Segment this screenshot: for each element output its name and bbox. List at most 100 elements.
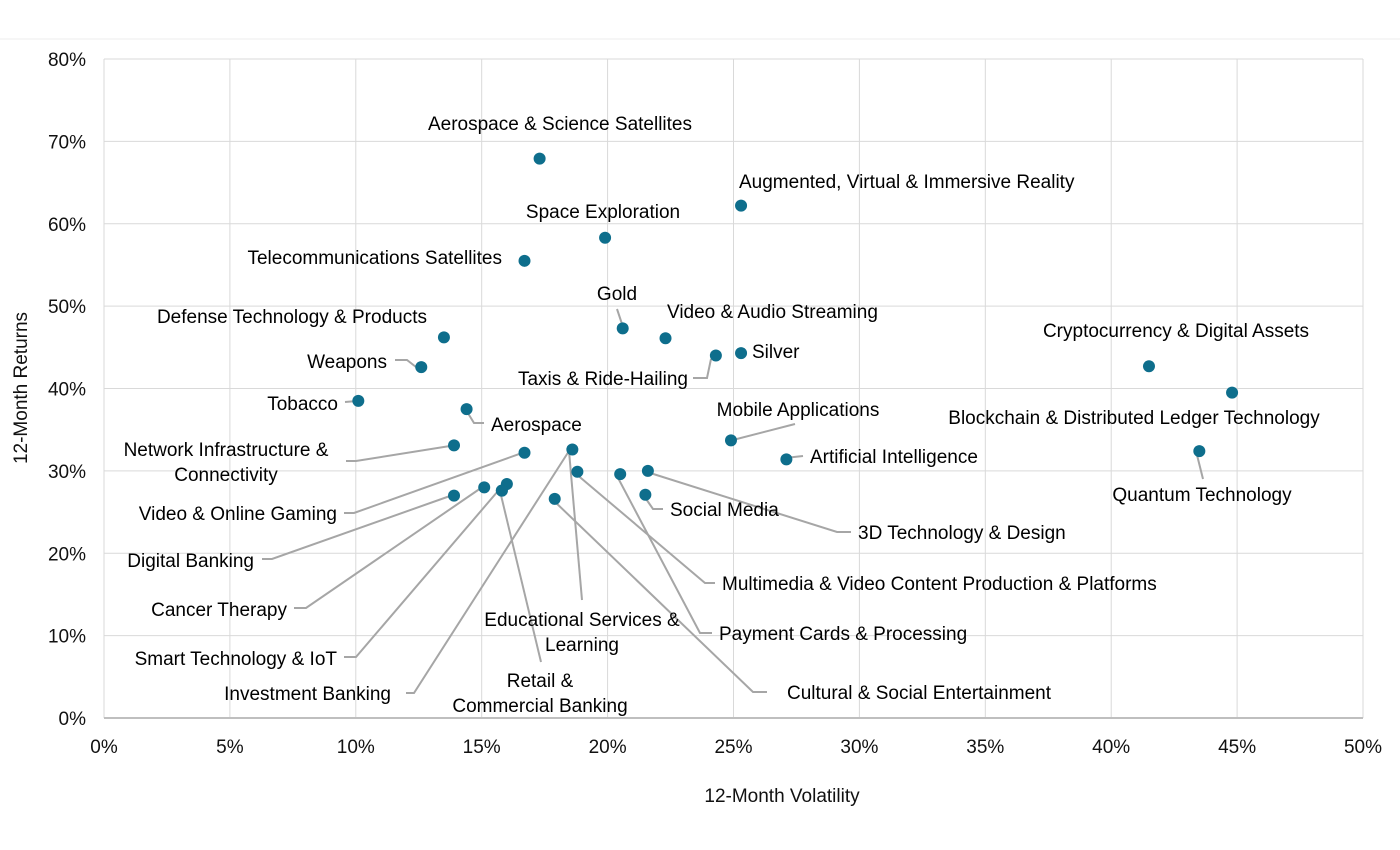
label-retail-and-commercial-banking: Commercial Banking [452,696,627,717]
grid-lines [104,58,1364,718]
point-space-exploration [599,231,612,244]
label-social-media: Social Media [670,500,779,521]
point-social-media [639,488,652,501]
x-tick-label: 5% [216,737,244,758]
y-tick-label: 50% [48,297,86,318]
point-blockchain-and-distributed-ledger-technology [1226,386,1239,399]
x-axis-title: 12-Month Volatility [704,786,860,807]
leader-line [262,495,451,560]
point-telecommunications-satellites [518,254,531,267]
data-points [352,152,1239,505]
label-taxis-and-ride-hailing: Taxis & Ride-Hailing [518,369,688,390]
x-tick-label: 35% [966,737,1004,758]
y-tick-label: 30% [48,462,86,483]
point-cancer-therapy [478,481,491,494]
label-multimedia-and-video-content-production-and-platforms: Multimedia & Video Content Production & … [722,574,1157,595]
label-cryptocurrency-and-digital-assets: Cryptocurrency & Digital Assets [1043,321,1309,342]
label-educational-services-and-learning: Educational Services & [484,610,680,631]
leader-line [395,359,417,368]
label-mobile-applications: Mobile Applications [717,400,880,421]
y-tick-label: 0% [59,709,87,730]
point-gold [616,322,629,335]
x-tick-label: 40% [1092,737,1130,758]
point-cultural-and-social-entertainment [548,492,561,505]
point-aerospace-and-science-satellites [533,152,546,165]
point-3d-technology-and-design [641,464,654,477]
point-payment-cards-and-processing [614,468,627,481]
label-smart-technology-and-iot: Smart Technology & IoT [135,649,338,670]
label-aerospace: Aerospace [491,415,582,436]
label-telecommunications-satellites: Telecommunications Satellites [247,248,502,269]
point-tobacco [352,394,365,407]
label-silver: Silver [752,342,800,363]
label-blockchain-and-distributed-ledger-technology: Blockchain & Distributed Ledger Technolo… [948,408,1320,429]
y-tick-label: 70% [48,132,86,153]
leader-line [499,490,542,663]
label-aerospace-and-science-satellites: Aerospace & Science Satellites [428,114,692,135]
label-quantum-technology: Quantum Technology [1112,485,1292,506]
label-video-and-audio-streaming: Video & Audio Streaming [667,302,878,323]
leader-line [346,445,451,462]
label-cancer-therapy: Cancer Therapy [151,600,287,621]
label-retail-and-commercial-banking: Retail & [507,671,574,692]
x-tick-label: 45% [1218,737,1256,758]
leader-line [616,308,623,325]
y-axis-title: 12-Month Returns [11,312,32,464]
label-space-exploration: Space Exploration [526,202,680,223]
leader-line [728,423,796,442]
label-artificial-intelligence: Artificial Intelligence [810,447,978,468]
label-tobacco: Tobacco [267,394,338,415]
leader-line [568,450,583,601]
axes: 0% 5% 10% 15% 20% 25% 30% 35% 40% 45% 50% 0% 10% 20% 3… [48,50,1382,758]
point-network-infrastructure-and-connectivity [448,439,461,452]
point-educational-services-and-learning [566,443,579,456]
leader-line [344,490,499,658]
leader-line [551,498,767,693]
y-tick-label: 60% [48,215,86,236]
point-investment-banking [495,484,508,497]
leader-line [344,452,523,514]
x-tick-label: 10% [337,737,375,758]
point-artificial-intelligence [780,453,793,466]
label-augmented-virtual-and-immersive-reality: Augmented, Virtual & Immersive Reality [739,172,1075,193]
y-tick-label: 80% [48,50,86,71]
leader-line [693,358,712,379]
point-taxis-and-ride-hailing [709,349,722,362]
x-tick-label: 30% [840,737,878,758]
leader-line [574,472,715,584]
point-weapons [415,361,428,374]
point-augmented-virtual-and-immersive-reality [735,199,748,212]
leader-line [616,475,712,634]
label-network-infrastructure-and-connectivity: Network Infrastructure & [124,440,329,461]
y-tick-label: 10% [48,627,86,648]
y-tick-label: 20% [48,544,86,565]
label-payment-cards-and-processing: Payment Cards & Processing [719,624,967,645]
x-tick-label: 50% [1344,737,1382,758]
point-silver [735,347,748,360]
point-labels: Aerospace & Science Satellites Augmented,… [124,114,1321,717]
y-tick-label: 40% [48,380,86,401]
leader-line [294,487,482,609]
leader-line [646,471,851,533]
point-video-and-online-gaming [518,446,531,459]
leader-line [406,450,570,694]
label-3d-technology-and-design: 3D Technology & Design [858,523,1066,544]
label-defense-technology-and-products: Defense Technology & Products [157,307,427,328]
point-digital-banking [448,489,461,502]
x-tick-label: 15% [463,737,501,758]
label-video-and-online-gaming: Video & Online Gaming [139,504,337,525]
label-investment-banking: Investment Banking [224,684,391,705]
x-tick-label: 25% [714,737,752,758]
point-aerospace [460,403,473,416]
label-network-infrastructure-and-connectivity: Connectivity [174,465,278,486]
label-cultural-and-social-entertainment: Cultural & Social Entertainment [787,683,1052,704]
point-mobile-applications [724,434,737,447]
label-gold: Gold [597,284,637,305]
point-multimedia-and-video-content-production-and-platforms [571,465,584,478]
point-quantum-technology [1193,445,1206,458]
label-digital-banking: Digital Banking [127,551,254,572]
x-tick-label: 20% [589,737,627,758]
point-defense-technology-and-products [437,331,450,344]
leader-lines [262,308,1204,694]
